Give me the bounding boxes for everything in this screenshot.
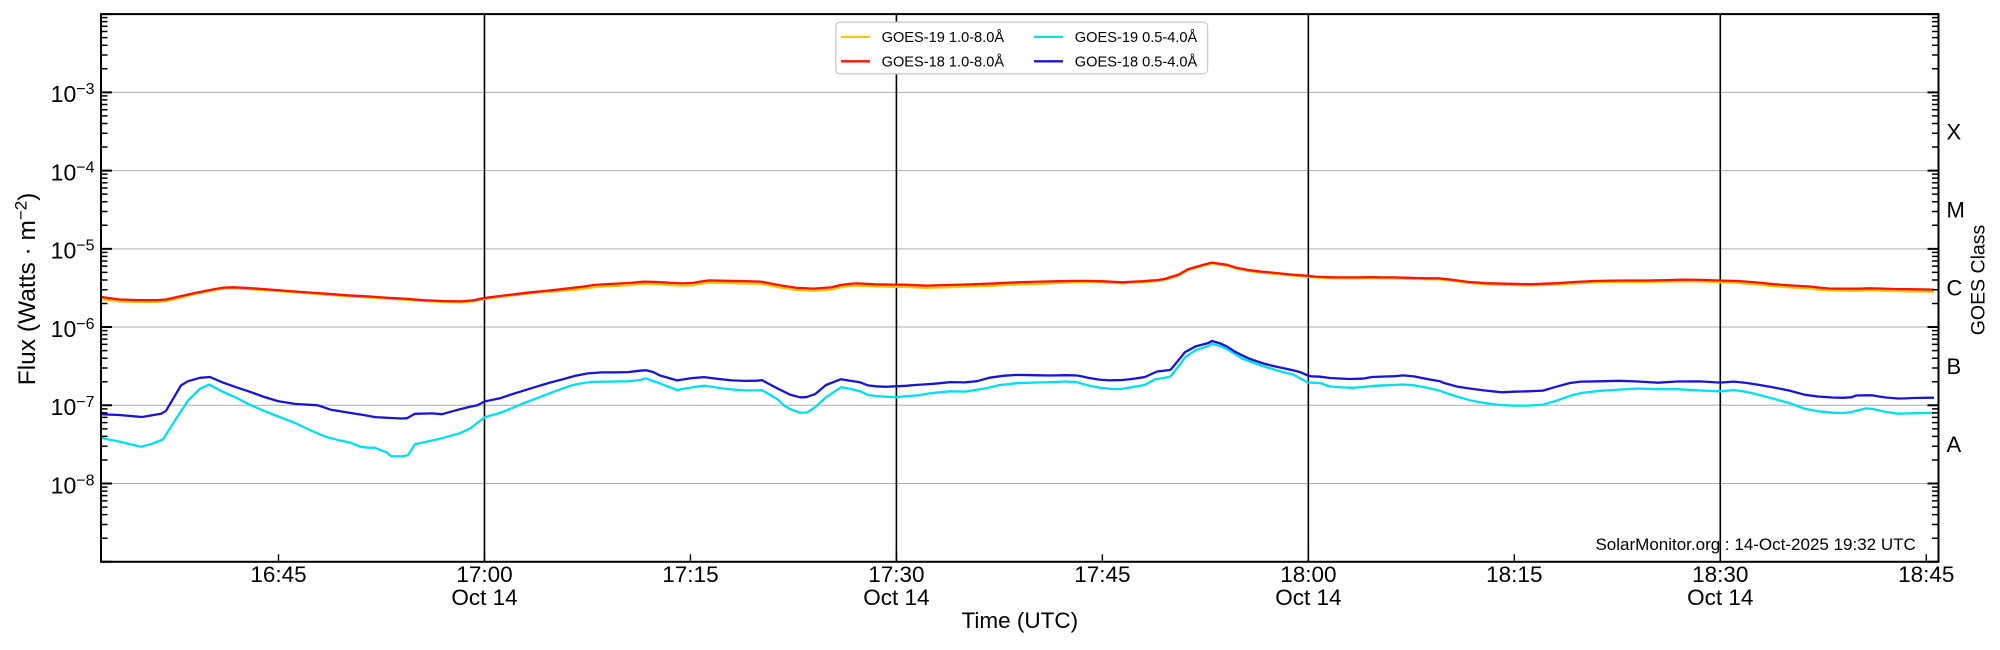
svg-text:GOES Class: GOES Class: [1968, 224, 1990, 335]
svg-text:Oct 14: Oct 14: [863, 585, 929, 610]
svg-text:10−3: 10−3: [51, 81, 95, 107]
svg-text:SolarMonitor.org : 14-Oct-2025: SolarMonitor.org : 14-Oct-2025 19:32 UTC: [1595, 535, 1915, 554]
svg-text:M: M: [1947, 198, 1965, 223]
svg-text:17:30: 17:30: [868, 562, 924, 587]
svg-text:17:45: 17:45: [1074, 562, 1130, 587]
svg-text:18:45: 18:45: [1898, 562, 1954, 587]
svg-text:10−7: 10−7: [51, 394, 95, 420]
svg-text:Time (UTC): Time (UTC): [961, 608, 1078, 633]
svg-text:18:00: 18:00: [1280, 562, 1336, 587]
svg-text:Oct 14: Oct 14: [1687, 585, 1753, 610]
svg-text:17:15: 17:15: [662, 562, 718, 587]
svg-text:16:45: 16:45: [250, 562, 306, 587]
svg-text:GOES-18 1.0-8.0Å: GOES-18 1.0-8.0Å: [882, 54, 1005, 71]
svg-text:GOES-19 0.5-4.0Å: GOES-19 0.5-4.0Å: [1075, 29, 1198, 46]
svg-text:17:00: 17:00: [456, 562, 512, 587]
svg-text:B: B: [1947, 354, 1962, 379]
svg-text:GOES-18 0.5-4.0Å: GOES-18 0.5-4.0Å: [1075, 54, 1198, 71]
svg-text:C: C: [1947, 276, 1963, 301]
svg-text:GOES-19 1.0-8.0Å: GOES-19 1.0-8.0Å: [882, 29, 1005, 46]
svg-text:Oct 14: Oct 14: [451, 585, 517, 610]
svg-text:A: A: [1947, 432, 1962, 457]
svg-text:18:30: 18:30: [1692, 562, 1748, 587]
svg-text:18:15: 18:15: [1486, 562, 1542, 587]
svg-text:Flux (Watts · m−2): Flux (Watts · m−2): [12, 193, 42, 386]
svg-text:X: X: [1947, 119, 1962, 144]
svg-text:10−8: 10−8: [51, 472, 95, 498]
svg-text:Oct 14: Oct 14: [1275, 585, 1341, 610]
